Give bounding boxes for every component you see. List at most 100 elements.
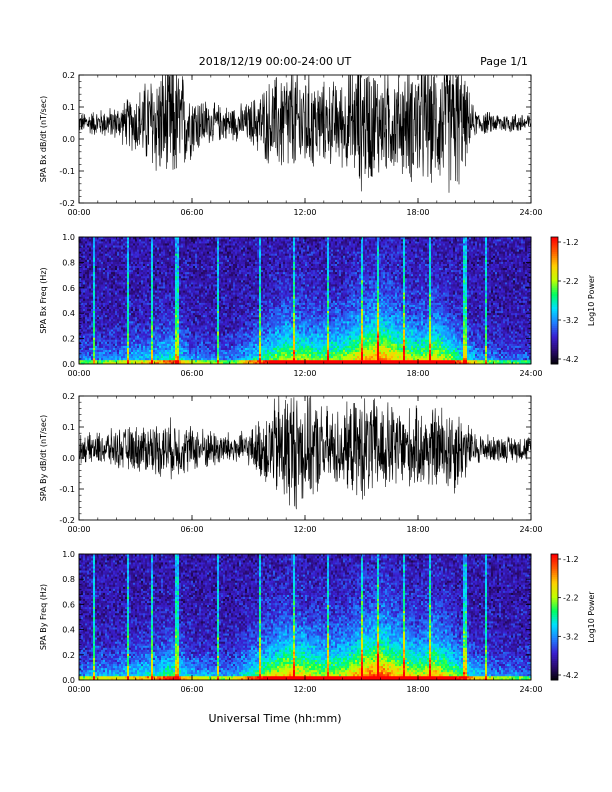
- heatmap-cell: [133, 237, 136, 240]
- heatmap-cell: [103, 253, 106, 256]
- heatmap-cell: [93, 275, 96, 279]
- heatmap-cell: [157, 306, 160, 309]
- heatmap-cell: [159, 357, 162, 361]
- heatmap-cell: [213, 335, 216, 338]
- heatmap-cell: [187, 271, 190, 275]
- heatmap-cell: [155, 269, 158, 273]
- heatmap-cell: [91, 257, 94, 260]
- heatmap-cell: [199, 361, 202, 364]
- heatmap-cell: [169, 302, 172, 305]
- heatmap-cell: [115, 351, 118, 355]
- heatmap-cell: [119, 325, 122, 328]
- heatmap-cell: [141, 318, 144, 322]
- heatmap-cell: [167, 243, 170, 246]
- heatmap-cell: [97, 341, 100, 344]
- heatmap-cell: [215, 335, 218, 338]
- heatmap-cell: [107, 263, 110, 266]
- heatmap-cell: [233, 247, 236, 250]
- heatmap-cell: [105, 237, 108, 240]
- heatmap-cell: [115, 304, 118, 307]
- heatmap-cell: [123, 308, 126, 312]
- heatmap-cell: [179, 253, 182, 256]
- heatmap-cell: [79, 296, 82, 299]
- heatmap-cell: [151, 357, 154, 361]
- heatmap-cell: [119, 277, 122, 281]
- heatmap-cell: [129, 282, 132, 285]
- heatmap-cell: [233, 292, 236, 295]
- heatmap-cell: [167, 271, 170, 275]
- heatmap-cell: [115, 259, 118, 262]
- heatmap-cell: [165, 290, 168, 293]
- heatmap-cell: [145, 341, 148, 344]
- heatmap-cell: [107, 302, 110, 305]
- heatmap-cell: [191, 308, 194, 312]
- heatmap-cell: [167, 296, 170, 299]
- heatmap-cell: [227, 308, 230, 312]
- heatmap-cell: [87, 335, 90, 338]
- heatmap-cell: [81, 306, 84, 309]
- heatmap-cell: [167, 302, 170, 305]
- heatmap-cell: [219, 320, 222, 324]
- heatmap-cell: [89, 288, 92, 291]
- heatmap-cell: [87, 331, 90, 334]
- heatmap-cell: [227, 339, 230, 342]
- heatmap-cell: [125, 273, 128, 277]
- heatmap-cell: [95, 355, 98, 359]
- heatmap-cell: [195, 243, 198, 246]
- heatmap-cell: [227, 294, 230, 297]
- heatmap-cell: [105, 353, 108, 357]
- heatmap-cell: [105, 347, 108, 350]
- heatmap-cell: [135, 339, 138, 342]
- heatmap-cell: [227, 349, 230, 353]
- heatmap-cell: [115, 327, 118, 330]
- heatmap-cell: [183, 357, 186, 361]
- heatmap-cell: [185, 253, 188, 256]
- heatmap-cell: [111, 263, 114, 266]
- heatmap-cell: [137, 310, 140, 314]
- heatmap-cell: [229, 327, 232, 330]
- heatmap-cell: [117, 271, 120, 275]
- heatmap-cell: [235, 302, 238, 305]
- heatmap-cell: [79, 247, 82, 250]
- heatmap-cell: [155, 265, 158, 269]
- heatmap-cell: [149, 314, 152, 318]
- heatmap-cell: [177, 306, 180, 309]
- heatmap-cell: [215, 241, 218, 244]
- heatmap-cell: [223, 267, 226, 271]
- heatmap-cell: [123, 267, 126, 271]
- heatmap-cell: [121, 351, 124, 355]
- heatmap-cell: [221, 294, 224, 297]
- heatmap-cell: [89, 237, 92, 240]
- heatmap-cell: [151, 261, 154, 264]
- heatmap-cell: [181, 341, 184, 344]
- heatmap-cell: [95, 257, 98, 260]
- heatmap-cell: [205, 357, 208, 361]
- heatmap-cell: [177, 290, 180, 293]
- heatmap-cell: [93, 355, 96, 359]
- heatmap-cell: [211, 329, 214, 332]
- heatmap-cell: [131, 312, 134, 316]
- heatmap-cell: [85, 288, 88, 291]
- heatmap-cell: [135, 308, 138, 312]
- heatmap-cell: [217, 237, 220, 240]
- heatmap-cell: [105, 249, 108, 252]
- heatmap-cell: [231, 318, 234, 322]
- heatmap-cell: [121, 308, 124, 312]
- heatmap-cell: [109, 277, 112, 281]
- heatmap-cell: [137, 265, 140, 269]
- heatmap-cell: [215, 245, 218, 248]
- heatmap-cell: [219, 253, 222, 256]
- heatmap-cell: [125, 357, 128, 361]
- heatmap-cell: [207, 304, 210, 307]
- heatmap-cell: [213, 300, 216, 303]
- heatmap-cell: [217, 341, 220, 344]
- heatmap-cell: [187, 273, 190, 277]
- heatmap-cell: [189, 341, 192, 344]
- heatmap-cell: [189, 337, 192, 340]
- heatmap-cell: [235, 335, 238, 338]
- heatmap-cell: [193, 329, 196, 332]
- heatmap-cell: [133, 343, 136, 346]
- heatmap-cell: [81, 247, 84, 250]
- heatmap-cell: [193, 290, 196, 293]
- heatmap-cell: [159, 286, 162, 289]
